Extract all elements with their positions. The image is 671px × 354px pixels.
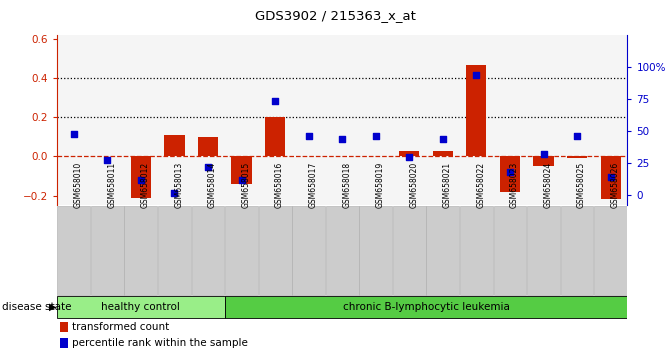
Point — [505, 170, 515, 175]
Text: transformed count: transformed count — [72, 322, 169, 332]
FancyBboxPatch shape — [326, 206, 359, 295]
Text: GSM658010: GSM658010 — [74, 162, 83, 208]
Bar — [265, 118, 285, 156]
Text: healthy control: healthy control — [101, 302, 180, 312]
Point — [538, 152, 549, 157]
Text: chronic B-lymphocytic leukemia: chronic B-lymphocytic leukemia — [343, 302, 509, 312]
FancyBboxPatch shape — [427, 206, 460, 295]
Text: percentile rank within the sample: percentile rank within the sample — [72, 338, 248, 348]
FancyBboxPatch shape — [259, 206, 292, 295]
Text: GSM658014: GSM658014 — [208, 162, 217, 208]
Text: GSM658013: GSM658013 — [174, 162, 183, 208]
Bar — [500, 156, 520, 192]
Point — [68, 131, 79, 137]
Bar — [567, 156, 587, 159]
FancyBboxPatch shape — [91, 206, 124, 295]
Point — [303, 134, 314, 139]
Text: GSM658015: GSM658015 — [242, 162, 250, 208]
Bar — [231, 156, 252, 184]
FancyBboxPatch shape — [158, 206, 191, 295]
Text: disease state: disease state — [2, 302, 72, 312]
Text: GSM658022: GSM658022 — [476, 162, 485, 208]
Text: GSM658012: GSM658012 — [141, 162, 150, 208]
Text: GSM658017: GSM658017 — [309, 162, 317, 208]
FancyBboxPatch shape — [293, 206, 325, 295]
FancyBboxPatch shape — [57, 296, 225, 318]
Text: GSM658019: GSM658019 — [376, 162, 384, 208]
Bar — [60, 338, 68, 348]
Point — [203, 164, 213, 170]
Text: GSM658025: GSM658025 — [577, 162, 586, 208]
Point — [404, 154, 415, 160]
FancyBboxPatch shape — [125, 206, 158, 295]
Bar — [399, 151, 419, 156]
Text: GSM658011: GSM658011 — [107, 162, 116, 208]
Text: GSM658018: GSM658018 — [342, 162, 351, 208]
Bar — [466, 65, 486, 156]
Text: GSM658021: GSM658021 — [443, 162, 452, 208]
Text: GDS3902 / 215363_x_at: GDS3902 / 215363_x_at — [255, 9, 416, 22]
FancyBboxPatch shape — [595, 206, 627, 295]
Text: GSM658023: GSM658023 — [510, 162, 519, 208]
Point — [136, 177, 146, 183]
Point — [572, 134, 582, 139]
Bar — [533, 156, 554, 166]
FancyBboxPatch shape — [527, 206, 560, 295]
FancyBboxPatch shape — [360, 206, 393, 295]
FancyBboxPatch shape — [192, 206, 224, 295]
Point — [270, 98, 280, 103]
FancyBboxPatch shape — [58, 206, 90, 295]
Bar — [433, 151, 453, 156]
Bar — [164, 135, 185, 156]
FancyBboxPatch shape — [225, 206, 258, 295]
Bar — [60, 322, 68, 332]
Text: GSM658020: GSM658020 — [409, 162, 418, 208]
FancyBboxPatch shape — [494, 206, 526, 295]
Bar — [198, 137, 218, 156]
FancyBboxPatch shape — [225, 296, 627, 318]
Text: GSM658026: GSM658026 — [611, 162, 619, 208]
FancyBboxPatch shape — [393, 206, 426, 295]
Point — [337, 136, 348, 142]
Point — [236, 177, 247, 183]
Point — [437, 136, 448, 142]
Point — [605, 175, 616, 180]
Text: GSM658024: GSM658024 — [544, 162, 552, 208]
FancyBboxPatch shape — [561, 206, 594, 295]
FancyBboxPatch shape — [460, 206, 493, 295]
Text: GSM658016: GSM658016 — [275, 162, 284, 208]
Point — [471, 72, 482, 78]
Text: ▶: ▶ — [49, 302, 56, 312]
Point — [102, 157, 113, 162]
Bar — [131, 156, 151, 198]
Point — [370, 134, 381, 139]
Bar — [601, 156, 621, 199]
Point — [169, 190, 180, 196]
